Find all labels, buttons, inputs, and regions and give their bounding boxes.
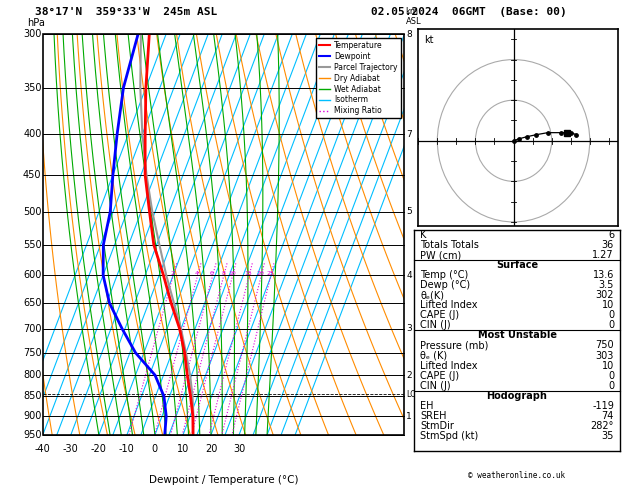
- Text: 25: 25: [266, 271, 274, 276]
- Text: 0: 0: [608, 371, 614, 381]
- Text: Dewp (°C): Dewp (°C): [420, 280, 470, 290]
- Text: -10: -10: [119, 444, 135, 454]
- Text: 0: 0: [608, 311, 614, 320]
- Text: 38°17'N  359°33'W  245m ASL: 38°17'N 359°33'W 245m ASL: [35, 7, 217, 17]
- Text: Hodograph: Hodograph: [487, 391, 547, 401]
- Text: 1.27: 1.27: [593, 250, 614, 260]
- Text: 5: 5: [406, 207, 412, 216]
- Text: 20: 20: [205, 444, 217, 454]
- Text: Pressure (mb): Pressure (mb): [420, 341, 489, 350]
- Text: PW (cm): PW (cm): [420, 250, 461, 260]
- Text: 400: 400: [23, 129, 42, 139]
- Text: 6: 6: [210, 271, 214, 276]
- Point: [515, 135, 525, 142]
- Text: 500: 500: [23, 207, 42, 217]
- Text: 35: 35: [601, 431, 614, 441]
- Text: 850: 850: [23, 391, 42, 401]
- Text: 74: 74: [601, 411, 614, 421]
- Text: 6: 6: [608, 230, 614, 240]
- Text: SREH: SREH: [420, 411, 447, 421]
- Text: θₑ (K): θₑ (K): [420, 350, 447, 361]
- Text: Lifted Index: Lifted Index: [420, 361, 477, 370]
- Text: K: K: [420, 230, 426, 240]
- Text: Totals Totals: Totals Totals: [420, 240, 479, 250]
- Text: 8: 8: [406, 30, 412, 38]
- Text: θₑ(K): θₑ(K): [420, 290, 444, 300]
- Text: -119: -119: [592, 401, 614, 411]
- Text: Most Unstable: Most Unstable: [477, 330, 557, 340]
- Text: 3: 3: [406, 324, 412, 333]
- Text: 600: 600: [23, 270, 42, 280]
- Point: [565, 129, 576, 137]
- Text: 450: 450: [23, 170, 42, 180]
- Text: CIN (J): CIN (J): [420, 381, 451, 391]
- Text: 0: 0: [608, 320, 614, 330]
- Text: 3.5: 3.5: [599, 280, 614, 290]
- Text: 20: 20: [257, 271, 265, 276]
- Text: kt: kt: [424, 35, 433, 45]
- Text: 36: 36: [602, 240, 614, 250]
- Text: 2: 2: [170, 271, 174, 276]
- Text: 800: 800: [23, 370, 42, 380]
- Text: 4: 4: [406, 271, 412, 279]
- Text: 7: 7: [406, 130, 412, 139]
- Text: Temp (°C): Temp (°C): [420, 270, 469, 280]
- Text: 02.05.2024  06GMT  (Base: 00): 02.05.2024 06GMT (Base: 00): [370, 7, 567, 17]
- Text: 900: 900: [23, 411, 42, 421]
- Point: [532, 131, 542, 139]
- Text: 13.6: 13.6: [593, 270, 614, 280]
- Text: -20: -20: [91, 444, 107, 454]
- Point: [571, 131, 581, 139]
- Text: 303: 303: [596, 350, 614, 361]
- Text: 15: 15: [245, 271, 252, 276]
- Text: 10: 10: [177, 444, 189, 454]
- Text: 282°: 282°: [591, 421, 614, 431]
- Text: 10: 10: [602, 300, 614, 310]
- Text: 4: 4: [195, 271, 199, 276]
- Text: Lifted Index: Lifted Index: [420, 300, 477, 310]
- Text: 302: 302: [596, 290, 614, 300]
- Text: 650: 650: [23, 298, 42, 308]
- Point: [556, 129, 566, 137]
- Text: 8: 8: [221, 271, 225, 276]
- Text: 0: 0: [608, 381, 614, 391]
- Text: 350: 350: [23, 83, 42, 93]
- Text: 10: 10: [602, 361, 614, 370]
- Point: [522, 133, 532, 140]
- Text: km
ASL: km ASL: [406, 7, 421, 26]
- Point: [508, 137, 518, 145]
- Text: StmSpd (kt): StmSpd (kt): [420, 431, 478, 441]
- Text: 750: 750: [596, 341, 614, 350]
- Text: 550: 550: [23, 240, 42, 250]
- Text: 750: 750: [23, 348, 42, 358]
- Text: -30: -30: [63, 444, 79, 454]
- Text: 10: 10: [228, 271, 236, 276]
- Text: © weatheronline.co.uk: © weatheronline.co.uk: [469, 471, 565, 480]
- Text: 700: 700: [23, 324, 42, 334]
- Text: StmDir: StmDir: [420, 421, 454, 431]
- Point: [543, 129, 553, 137]
- Text: 2: 2: [406, 371, 412, 380]
- Text: hPa: hPa: [28, 18, 45, 28]
- Text: -40: -40: [35, 444, 51, 454]
- Text: 1: 1: [406, 412, 412, 421]
- Text: LCL: LCL: [406, 390, 420, 399]
- Text: 30: 30: [233, 444, 245, 454]
- Text: Dewpoint / Temperature (°C): Dewpoint / Temperature (°C): [148, 475, 298, 486]
- Text: CIN (J): CIN (J): [420, 320, 451, 330]
- Text: 950: 950: [23, 430, 42, 440]
- Text: Surface: Surface: [496, 260, 538, 270]
- Text: CAPE (J): CAPE (J): [420, 311, 459, 320]
- Text: 300: 300: [23, 29, 42, 39]
- Text: EH: EH: [420, 401, 433, 411]
- Text: CAPE (J): CAPE (J): [420, 371, 459, 381]
- Legend: Temperature, Dewpoint, Parcel Trajectory, Dry Adiabat, Wet Adiabat, Isotherm, Mi: Temperature, Dewpoint, Parcel Trajectory…: [316, 38, 401, 119]
- Text: 0: 0: [152, 444, 158, 454]
